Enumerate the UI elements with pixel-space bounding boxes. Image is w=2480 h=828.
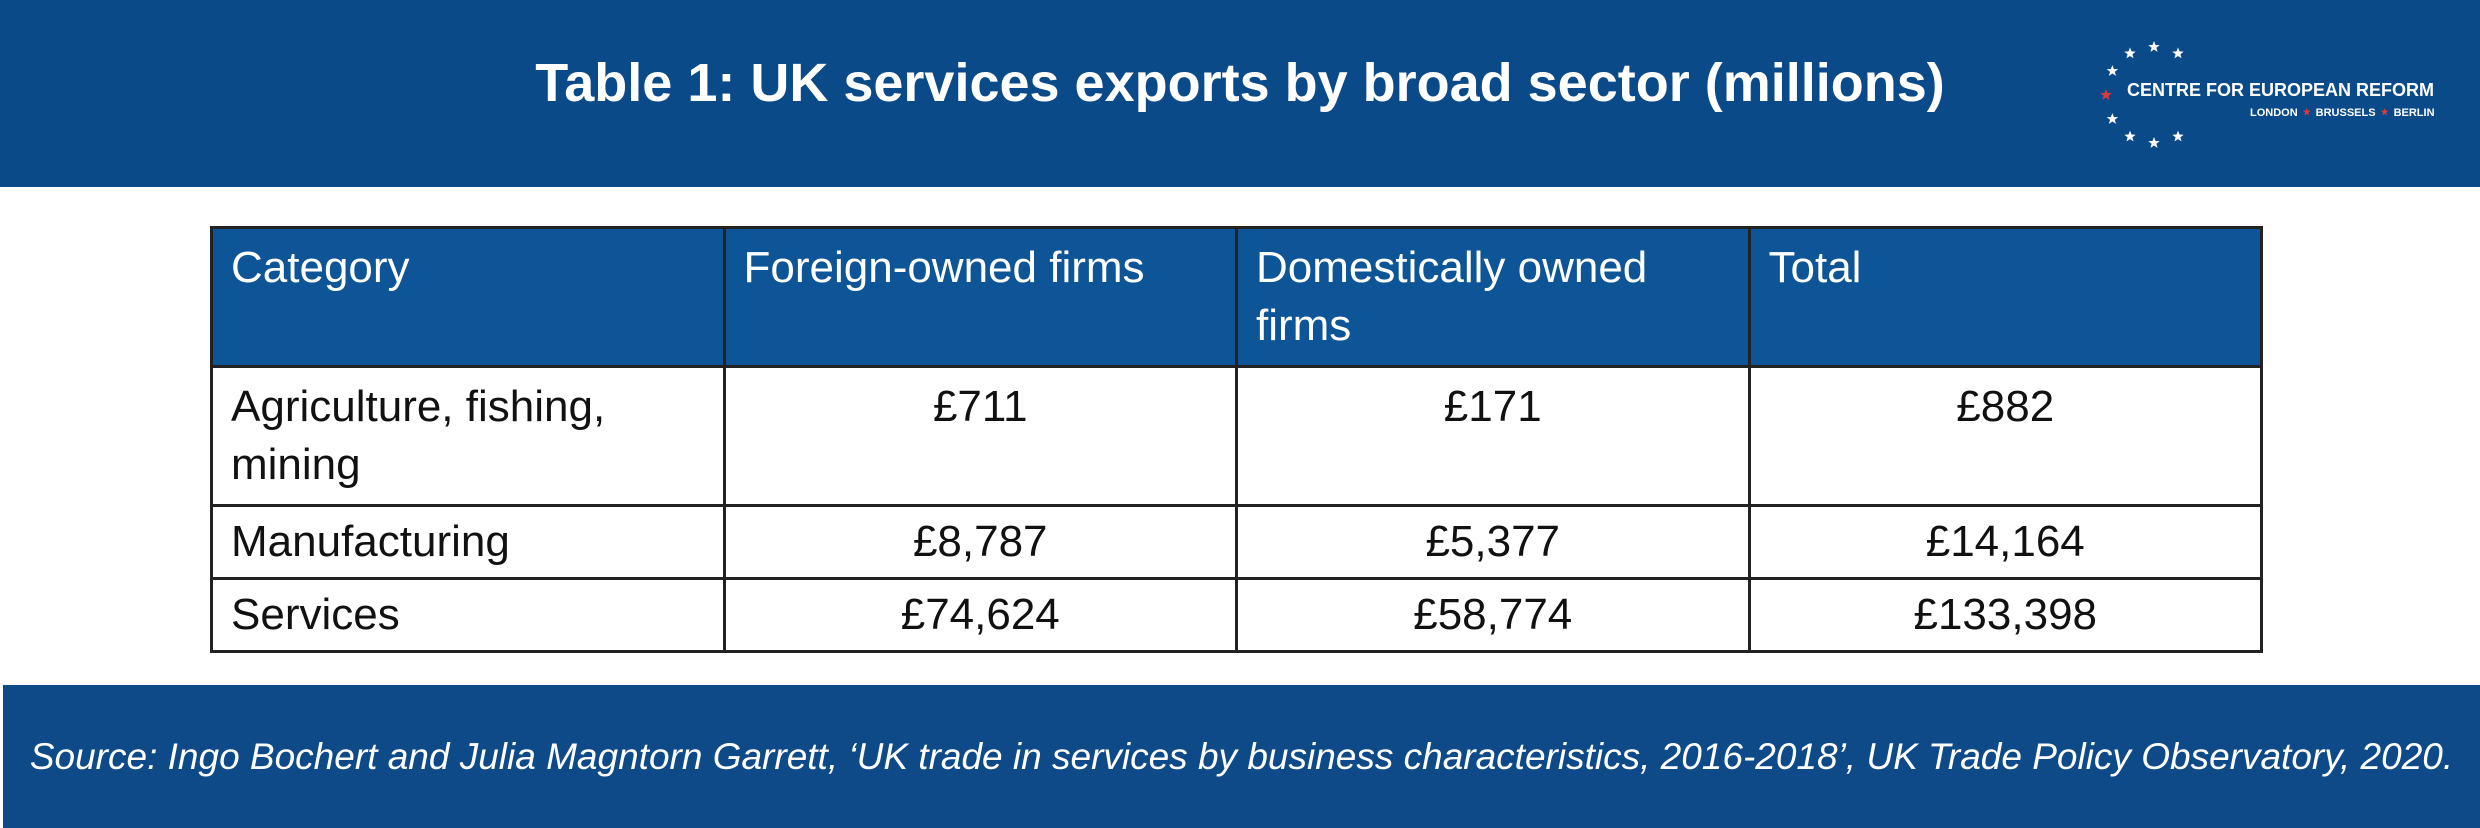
column-header: Domestically owned firms (1235, 226, 1751, 368)
star (2106, 113, 2119, 124)
star (2148, 137, 2160, 148)
footer-band: Source: Ingo Bochert and Julia Magntorn … (3, 685, 2480, 828)
cell: £711 (722, 365, 1238, 507)
cell: £8,787 (722, 504, 1238, 580)
title: Table 1: UK services exports by broad se… (535, 53, 1945, 113)
data-table: Category Foreign-owned firms Domestically … (210, 226, 2263, 653)
star (2100, 89, 2112, 100)
logo-city: BERLIN (2394, 107, 2435, 119)
row-label: Manufacturing (210, 504, 726, 580)
logo: CENTRE FOR EUROPEAN REFORM LONDON BRUSSEL… (2100, 41, 2435, 148)
header-band: Table 1: UK services exports by broad se… (0, 0, 2480, 187)
row-label: Services (210, 577, 726, 653)
cell: £14,164 (1747, 504, 2263, 580)
star (2124, 130, 2136, 142)
star (2302, 108, 2311, 116)
cell: £171 (1235, 365, 1751, 507)
column-header: Foreign-owned firms (722, 226, 1238, 368)
cell: £58,774 (1235, 577, 1751, 653)
logo-city: BRUSSELS (2316, 107, 2376, 119)
source: Source: Ingo Bochert and Julia Magntorn … (29, 735, 2454, 777)
row-label: Agriculture, fishing, mining (210, 365, 726, 507)
column-header: Total (1747, 226, 2263, 368)
star (2172, 130, 2184, 142)
table-row: Manufacturing £8,787 £5,377 £14,164 (210, 504, 2263, 580)
column-header: Category (210, 226, 726, 368)
table-row: Agriculture, fishing, mining £711 £171 £882 (210, 365, 2263, 507)
logo-city: LONDON (2250, 107, 2298, 119)
cell: £5,377 (1235, 504, 1751, 580)
cell: £882 (1747, 365, 2263, 507)
table-row: Services £74,624 £58,774 £133,398 (210, 577, 2263, 653)
star (2148, 41, 2160, 52)
cell: £133,398 (1747, 577, 2263, 653)
logo-name: CENTRE FOR EUROPEAN REFORM (2127, 80, 2434, 100)
star (2106, 65, 2119, 76)
star (2124, 47, 2136, 59)
star (2380, 108, 2389, 116)
star (2172, 47, 2184, 59)
cell: £74,624 (722, 577, 1238, 653)
